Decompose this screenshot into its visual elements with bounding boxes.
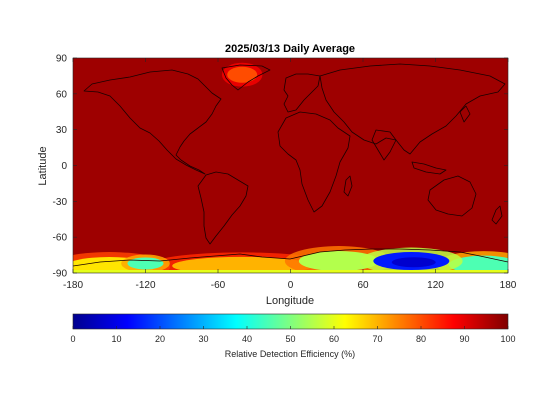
region-antarctic-coast-atlantic: [172, 256, 313, 273]
colorbar-tick-label: 10: [111, 334, 121, 344]
coastline-australia: [427, 175, 477, 217]
x-tick-label: -60: [211, 280, 226, 291]
colorbar-tick-label: 30: [198, 334, 208, 344]
colorbar-ticks: 0 10 20 30 40 50 60 70 80 90 100: [70, 326, 516, 344]
coastline-japan: [459, 105, 471, 123]
colorbar-tick-label: 60: [329, 334, 339, 344]
coastline-africa: [277, 111, 351, 213]
map-background: [73, 58, 508, 273]
region-west-antarctica: [127, 257, 164, 270]
region-east-antarctica-core: [391, 257, 436, 268]
x-tick-label: 120: [427, 280, 444, 291]
coastline-indonesia: [411, 161, 447, 175]
chart-title: 2025/03/13 Daily Average: [225, 43, 355, 55]
coastline-asia: [319, 63, 506, 155]
colorbar-tick-label: 100: [500, 334, 515, 344]
x-tick-label: 60: [357, 280, 369, 291]
coastline-madagascar: [343, 175, 353, 197]
y-tick-label: -90: [53, 269, 68, 280]
map-plot-area: [73, 58, 508, 273]
y-tick-label: -30: [53, 197, 68, 208]
x-tick-label: -120: [135, 280, 155, 291]
colorbar-tick-label: 70: [372, 334, 382, 344]
coastlines: [73, 63, 508, 267]
colorbar-label: Relative Detection Efficiency (%): [225, 349, 355, 359]
coastline-new-zealand: [491, 205, 503, 225]
colorbar-tick-label: 50: [285, 334, 295, 344]
colorbar-tick-label: 80: [416, 334, 426, 344]
colorbar-tick-label: 0: [70, 334, 75, 344]
y-tick-label: -60: [53, 233, 68, 244]
y-axis-label: Latitude: [37, 146, 49, 185]
colorbar-tick-label: 20: [155, 334, 165, 344]
region-antarctic-coast-pacific: [448, 255, 508, 273]
coastline-india: [371, 129, 397, 161]
y-tick-label: 0: [61, 161, 67, 172]
y-tick-label: 30: [56, 125, 68, 136]
coastline-greenland: [221, 64, 271, 91]
y-tick-label: 90: [56, 54, 68, 65]
coastline-antarctica: [73, 248, 508, 267]
colorbar: 0 10 20 30 40 50 60 70 80 90 100 Relative Detectio…: [70, 313, 516, 359]
y-axis-ticks: 90 60 30 0 -30 -60 -90: [53, 54, 508, 280]
region-antarctic-coast-indian: [298, 251, 379, 272]
efficiency-regions: [73, 62, 508, 273]
coastline-north-america: [83, 69, 222, 175]
x-axis-ticks: -180 -120 -60 0 60 120 180: [63, 58, 517, 291]
x-axis-label: Longitude: [266, 295, 314, 307]
coastline-europe: [283, 73, 321, 113]
colorbar-tick-label: 90: [459, 334, 469, 344]
colorbar-tick-label: 40: [242, 334, 252, 344]
x-tick-label: -180: [63, 280, 83, 291]
coastline-south-america: [197, 171, 249, 245]
x-tick-label: 0: [288, 280, 294, 291]
x-tick-label: 180: [500, 280, 517, 291]
y-tick-label: 60: [56, 89, 68, 100]
region-greenland: [227, 66, 258, 83]
